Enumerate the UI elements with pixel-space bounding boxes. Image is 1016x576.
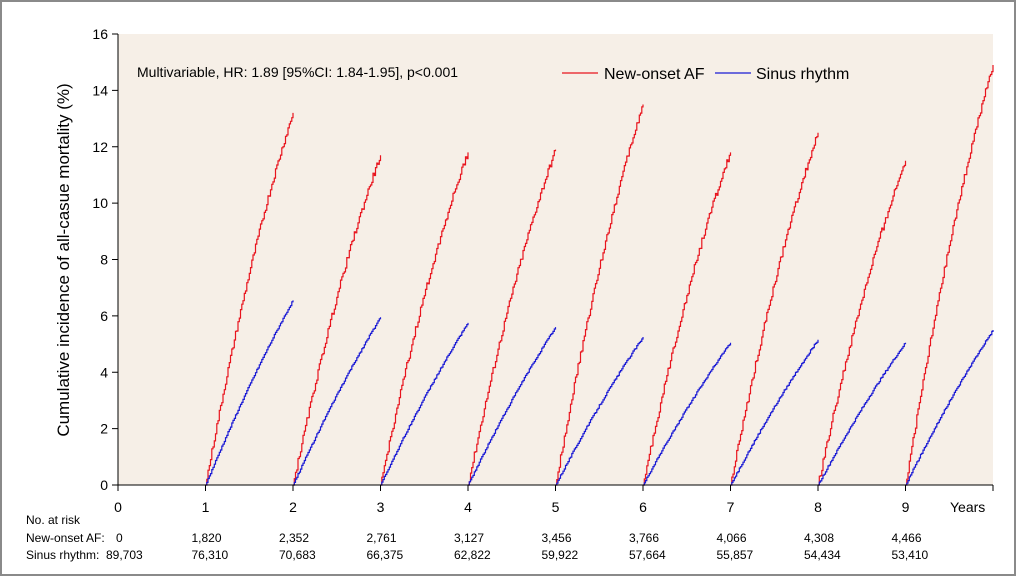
at-risk-value-new-onset-af-7: 4,066: [717, 531, 747, 545]
at-risk-value-new-onset-af-6: 3,766: [629, 531, 659, 545]
x-ticks: 0 1 2 3 4 5 6 7 8 9: [114, 485, 994, 515]
x-tick-label-6: 6: [639, 499, 647, 515]
at-risk-value-sinus-rhythm-6: 57,664: [629, 548, 666, 562]
at-risk-value-new-onset-af-9: 4,466: [892, 531, 922, 545]
at-risk-value-sinus-rhythm-7: 55,857: [717, 548, 754, 562]
sinus-rhythm-segment-year-5: [555, 337, 644, 486]
at-risk-value-sinus-rhythm-4: 62,822: [454, 548, 491, 562]
new-onset-af-segment-year-1: [205, 112, 294, 486]
at-risk-value-new-onset-af-8: 4,308: [804, 531, 834, 545]
y-ticks: 0 2 4 6 8 10 12 14 16: [92, 26, 118, 493]
curves-layer: [205, 65, 994, 486]
y-tick-label-8: 8: [100, 252, 108, 268]
x-tick-label-7: 7: [727, 499, 735, 515]
new-onset-af-segment-year-2: [293, 155, 382, 486]
y-tick-label-0: 0: [100, 477, 108, 493]
at-risk-values: 0 1,820 2,352 2,761 3,127 3,456 3,766 4,066 4,30…: [106, 531, 929, 562]
x-axis-title: Years: [950, 499, 985, 515]
new-onset-af-segment-year-8: [818, 160, 907, 486]
at-risk-value-sinus-rhythm-2: 70,683: [279, 548, 316, 562]
y-tick-label-4: 4: [100, 364, 108, 380]
sinus-rhythm-segment-year-4: [468, 327, 557, 486]
x-tick-label-2: 2: [289, 499, 297, 515]
at-risk-label-sinus-rhythm: Sinus rhythm:: [26, 548, 99, 562]
sinus-rhythm-segment-year-2: [293, 317, 382, 486]
at-risk-value-sinus-rhythm-1: 76,310: [192, 548, 229, 562]
at-risk-value-sinus-rhythm-3: 66,375: [367, 548, 404, 562]
sinus-rhythm-segment-year-7: [730, 339, 819, 486]
plot-area: [118, 34, 993, 485]
new-onset-af-segment-year-3: [380, 152, 469, 486]
at-risk-header: No. at risk: [26, 513, 81, 527]
x-tick-label-9: 9: [902, 499, 910, 515]
at-risk-value-sinus-rhythm-0: 89,703: [106, 548, 143, 562]
at-risk-value-sinus-rhythm-5: 59,922: [542, 548, 579, 562]
y-tick-label-14: 14: [92, 82, 108, 98]
at-risk-value-new-onset-af-4: 3,127: [454, 531, 484, 545]
x-tick-label-0: 0: [114, 499, 122, 515]
at-risk-value-sinus-rhythm-9: 53,410: [892, 548, 929, 562]
x-tick-label-8: 8: [814, 499, 822, 515]
y-tick-label-2: 2: [100, 421, 108, 437]
sinus-rhythm-segment-year-9: [905, 330, 994, 486]
at-risk-value-sinus-rhythm-8: 54,434: [804, 548, 841, 562]
y-axis-title: Cumulative incidence of all-casue mortal…: [54, 83, 73, 436]
y-tick-label-6: 6: [100, 308, 108, 324]
sinus-rhythm-segment-year-6: [643, 342, 732, 486]
x-tick-label-1: 1: [202, 499, 210, 515]
at-risk-value-new-onset-af-3: 2,761: [367, 531, 397, 545]
at-risk-value-new-onset-af-0: 0: [116, 531, 123, 545]
annotation-hr: Multivariable, HR: 1.89 [95%CI: 1.84-1.9…: [137, 64, 458, 80]
new-onset-af-segment-year-9: [905, 65, 994, 486]
at-risk-value-new-onset-af-1: 1,820: [192, 531, 222, 545]
x-tick-label-3: 3: [377, 499, 385, 515]
new-onset-af-segment-year-7: [730, 132, 819, 486]
x-tick-label-5: 5: [552, 499, 560, 515]
sinus-rhythm-segment-year-8: [818, 342, 907, 486]
new-onset-af-segment-year-5: [555, 104, 644, 486]
legend-label-sinus-rhythm: Sinus rhythm: [756, 66, 849, 83]
legend-label-new-onset-af: New-onset AF: [604, 66, 705, 83]
at-risk-label-new-onset-af: New-onset AF:: [26, 531, 105, 545]
legend: New-onset AF Sinus rhythm: [562, 66, 849, 83]
at-risk-value-new-onset-af-2: 2,352: [279, 531, 309, 545]
sinus-rhythm-segment-year-1: [205, 300, 294, 486]
y-tick-label-12: 12: [92, 139, 108, 155]
x-tick-label-4: 4: [464, 499, 472, 515]
new-onset-af-segment-year-4: [468, 149, 557, 486]
y-tick-label-10: 10: [92, 195, 108, 211]
sinus-rhythm-segment-year-3: [380, 322, 469, 486]
at-risk-value-new-onset-af-5: 3,456: [542, 531, 572, 545]
y-tick-label-16: 16: [92, 26, 108, 42]
new-onset-af-segment-year-6: [643, 152, 732, 486]
at-risk-table: No. at risk New-onset AF: Sinus rhythm: …: [26, 513, 929, 562]
